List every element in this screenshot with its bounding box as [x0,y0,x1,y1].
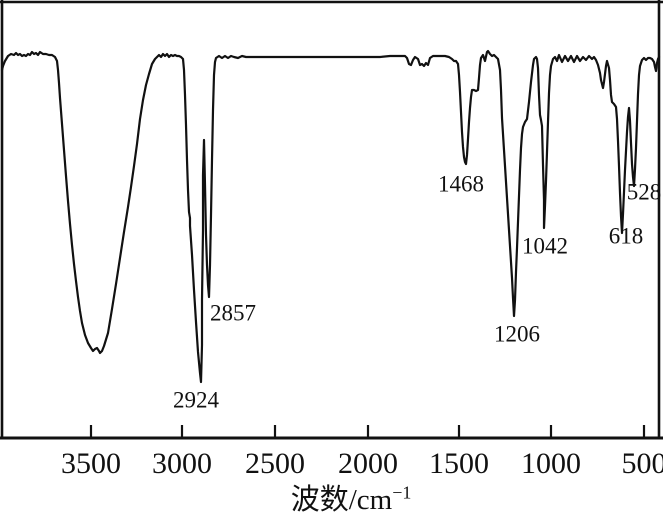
x-tick-label-500: 500 [621,447,663,480]
x-tick-label-2500: 2500 [245,447,305,480]
x-tick-label-3500: 3500 [61,447,121,480]
peak-label-1468: 1468 [438,171,484,197]
x-axis-title-superscript: −1 [392,482,412,503]
peak-label-528: 528 [626,179,662,205]
x-axis-title-text: 波数/cm [290,484,393,516]
peak-label-2924: 2924 [173,387,219,413]
peak-label-2857: 2857 [210,300,256,326]
peak-label-1206: 1206 [494,321,540,347]
peak-label-618: 618 [608,223,644,249]
x-tick-label-1000: 1000 [521,447,581,480]
x-tick-label-1500: 1500 [429,447,489,480]
spectrum-curve [0,49,661,384]
peak-label-1042: 1042 [522,233,568,259]
x-axis-title: 波数/cm−1 [290,483,412,516]
x-tick-label-3000: 3000 [152,447,212,480]
x-tick-label-2000: 2000 [338,447,398,480]
